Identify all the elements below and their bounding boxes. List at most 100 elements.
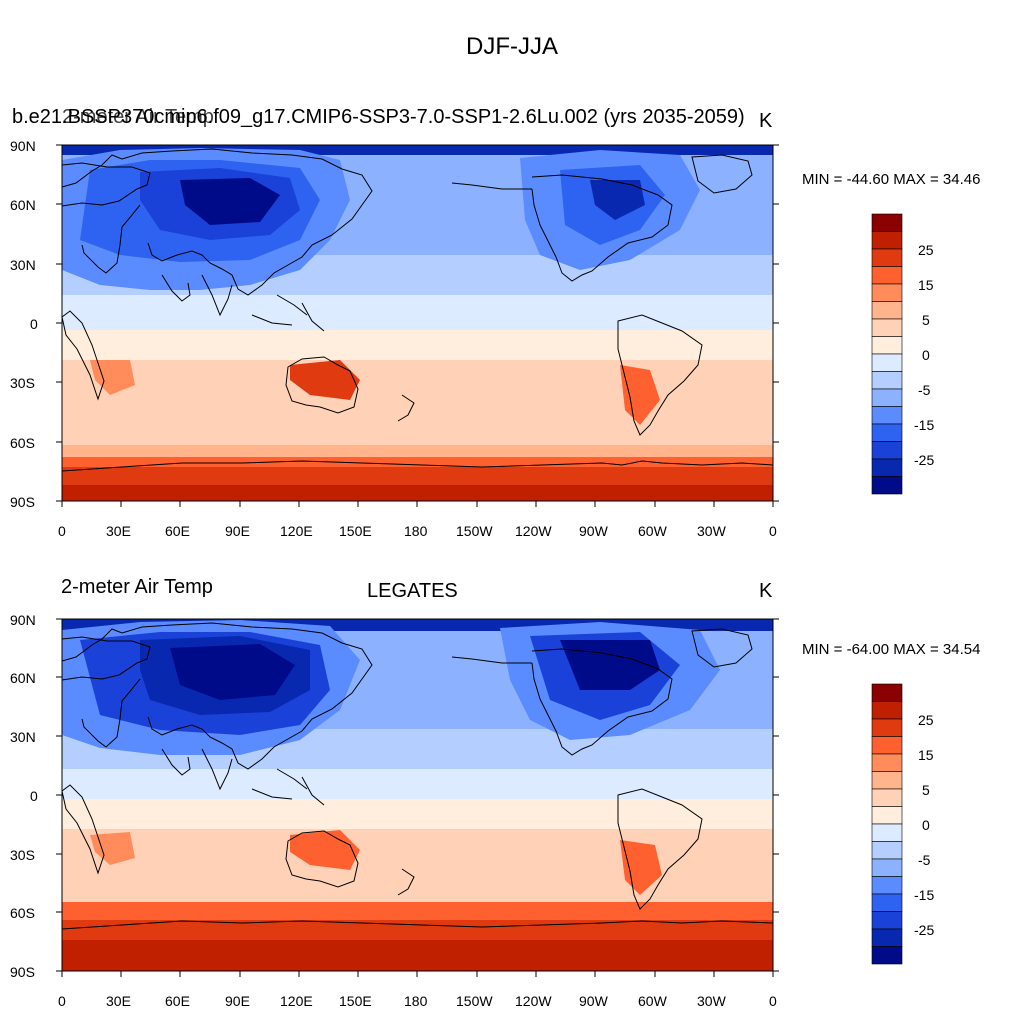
colorbar-swatch — [871, 753, 903, 772]
panel-2-map — [62, 619, 773, 971]
panel-1-colorbar-label: 0 — [922, 347, 930, 363]
colorbar-swatch — [871, 213, 903, 232]
panel-1-minmax: MIN = -44.60 MAX = 34.46 — [802, 171, 981, 188]
colorbar-swatch — [871, 806, 903, 825]
panel-2-ticks — [56, 618, 779, 977]
colorbar-swatch — [871, 248, 903, 267]
panel-2-left-label: 2-meter Air Temp — [61, 576, 213, 598]
colorbar-swatch — [871, 423, 903, 442]
panel-1-map — [62, 145, 773, 501]
colorbar-swatch — [871, 701, 903, 720]
colorbar-swatch — [871, 476, 903, 495]
panel-2-center-label: LEGATES — [367, 580, 458, 602]
colorbar-swatch — [871, 718, 903, 737]
panel-1-lon-label: 150W — [456, 523, 493, 539]
panel-2-colorbar-label: 15 — [918, 747, 934, 763]
panel-1-lat-label: 60S — [10, 435, 35, 451]
panel-2-lon-label: 0 — [58, 993, 66, 1009]
panel-2-lon-label: 150E — [339, 993, 372, 1009]
colorbar-swatch — [871, 231, 903, 250]
panel-2-lat-label: 30N — [10, 729, 36, 745]
colorbar-swatch — [871, 388, 903, 407]
panel-2-lat-label: 30S — [10, 847, 35, 863]
panel-1-colorbar-label: -5 — [918, 382, 931, 398]
panel-1-units-label: K — [759, 110, 773, 132]
panel-2-lon-label: 90W — [579, 993, 608, 1009]
panel-2-lat-label: 90N — [10, 612, 36, 628]
colorbar-swatch — [871, 406, 903, 425]
panel-1-lon-label: 120W — [515, 523, 552, 539]
colorbar-swatch — [871, 266, 903, 285]
colorbar-swatch — [871, 371, 903, 390]
colorbar-swatch — [871, 893, 903, 912]
panel-1-lon-label: 90W — [579, 523, 608, 539]
panel-2-lon-label: 180 — [404, 993, 428, 1009]
panel-2-colorbar-label: 25 — [918, 712, 934, 728]
panel-1-lon-label: 60E — [165, 523, 190, 539]
colorbar-swatch — [871, 283, 903, 302]
panel-1-lat-label: 60N — [10, 197, 36, 213]
panel-2-colorbar-label: -25 — [914, 922, 935, 938]
panel-1-lon-label: 30W — [697, 523, 726, 539]
panel-1-colorbar-label: -15 — [914, 417, 935, 433]
colorbar-swatch — [871, 788, 903, 807]
panel-2-units-label: K — [759, 580, 773, 602]
colorbar-swatch — [871, 946, 903, 965]
panel-1-colorbar — [871, 213, 903, 495]
colorbar-swatch — [871, 683, 903, 702]
panel-2-lon-label: 120E — [280, 993, 313, 1009]
panel-1-ticks — [56, 144, 779, 507]
panel-1-colorbar-label: -25 — [914, 452, 935, 468]
panel-1-lat-label: 30S — [10, 375, 35, 391]
panel-2-lon-label: 120W — [515, 993, 552, 1009]
panel-2-minmax: MIN = -64.00 MAX = 34.54 — [802, 641, 981, 658]
panel-2-colorbar-label: -5 — [918, 852, 931, 868]
colorbar-swatch — [871, 458, 903, 477]
panel-2-lon-label: 30W — [697, 993, 726, 1009]
colorbar-swatch — [871, 736, 903, 755]
panel-2-lat-label: 90S — [10, 964, 35, 980]
panel-1-center-label: b.e21.BSSP370cmip6.f09_g17.CMIP6-SSP3-7.… — [12, 106, 745, 128]
colorbar-swatch — [871, 336, 903, 355]
panel-1-left-label: 2-meter Air Temp — [62, 106, 214, 128]
panel-2-colorbar-label: 0 — [922, 817, 930, 833]
panel-2-lat-label: 0 — [30, 788, 38, 804]
colorbar-swatch — [871, 928, 903, 947]
panel-1-lon-label: 90E — [225, 523, 250, 539]
panel-1-lat-label: 30N — [10, 257, 36, 273]
colorbar-swatch — [871, 876, 903, 895]
panel-1-lon-label: 30E — [106, 523, 131, 539]
colorbar-swatch — [871, 771, 903, 790]
panel-1-colorbar-label: 5 — [922, 312, 930, 328]
panel-2-lon-label: 60E — [165, 993, 190, 1009]
panel-1-lon-label: 180 — [404, 523, 428, 539]
colorbar-swatch — [871, 301, 903, 320]
panel-1-lon-label: 120E — [280, 523, 313, 539]
panel-2-lon-label: 30E — [106, 993, 131, 1009]
panel-1-lat-label: 90N — [10, 138, 36, 154]
panel-2-lat-label: 60N — [10, 670, 36, 686]
panel-1-lon-label: 60W — [638, 523, 667, 539]
panel-2-lon-label: 0 — [769, 993, 777, 1009]
panel-2-colorbar-label: 5 — [922, 782, 930, 798]
panel-1-lon-label: 0 — [769, 523, 777, 539]
panel-2-colorbar-label: -15 — [914, 887, 935, 903]
colorbar-swatch — [871, 441, 903, 460]
colorbar-swatch — [871, 353, 903, 372]
colorbar-swatch — [871, 318, 903, 337]
colorbar-swatch — [871, 841, 903, 860]
panel-2-colorbar — [871, 683, 903, 965]
panel-1-colorbar-label: 25 — [918, 242, 934, 258]
panel-1-lon-label: 150E — [339, 523, 372, 539]
panel-2-lon-label: 90E — [225, 993, 250, 1009]
figure-title: DJF-JJA — [466, 33, 558, 60]
panel-2-lon-label: 60W — [638, 993, 667, 1009]
colorbar-swatch — [871, 823, 903, 842]
panel-1-lat-label: 90S — [10, 494, 35, 510]
panel-1-colorbar-label: 15 — [918, 277, 934, 293]
colorbar-swatch — [871, 911, 903, 930]
panel-1-lat-label: 0 — [30, 316, 38, 332]
panel-2-lon-label: 150W — [456, 993, 493, 1009]
panel-2-lat-label: 60S — [10, 905, 35, 921]
